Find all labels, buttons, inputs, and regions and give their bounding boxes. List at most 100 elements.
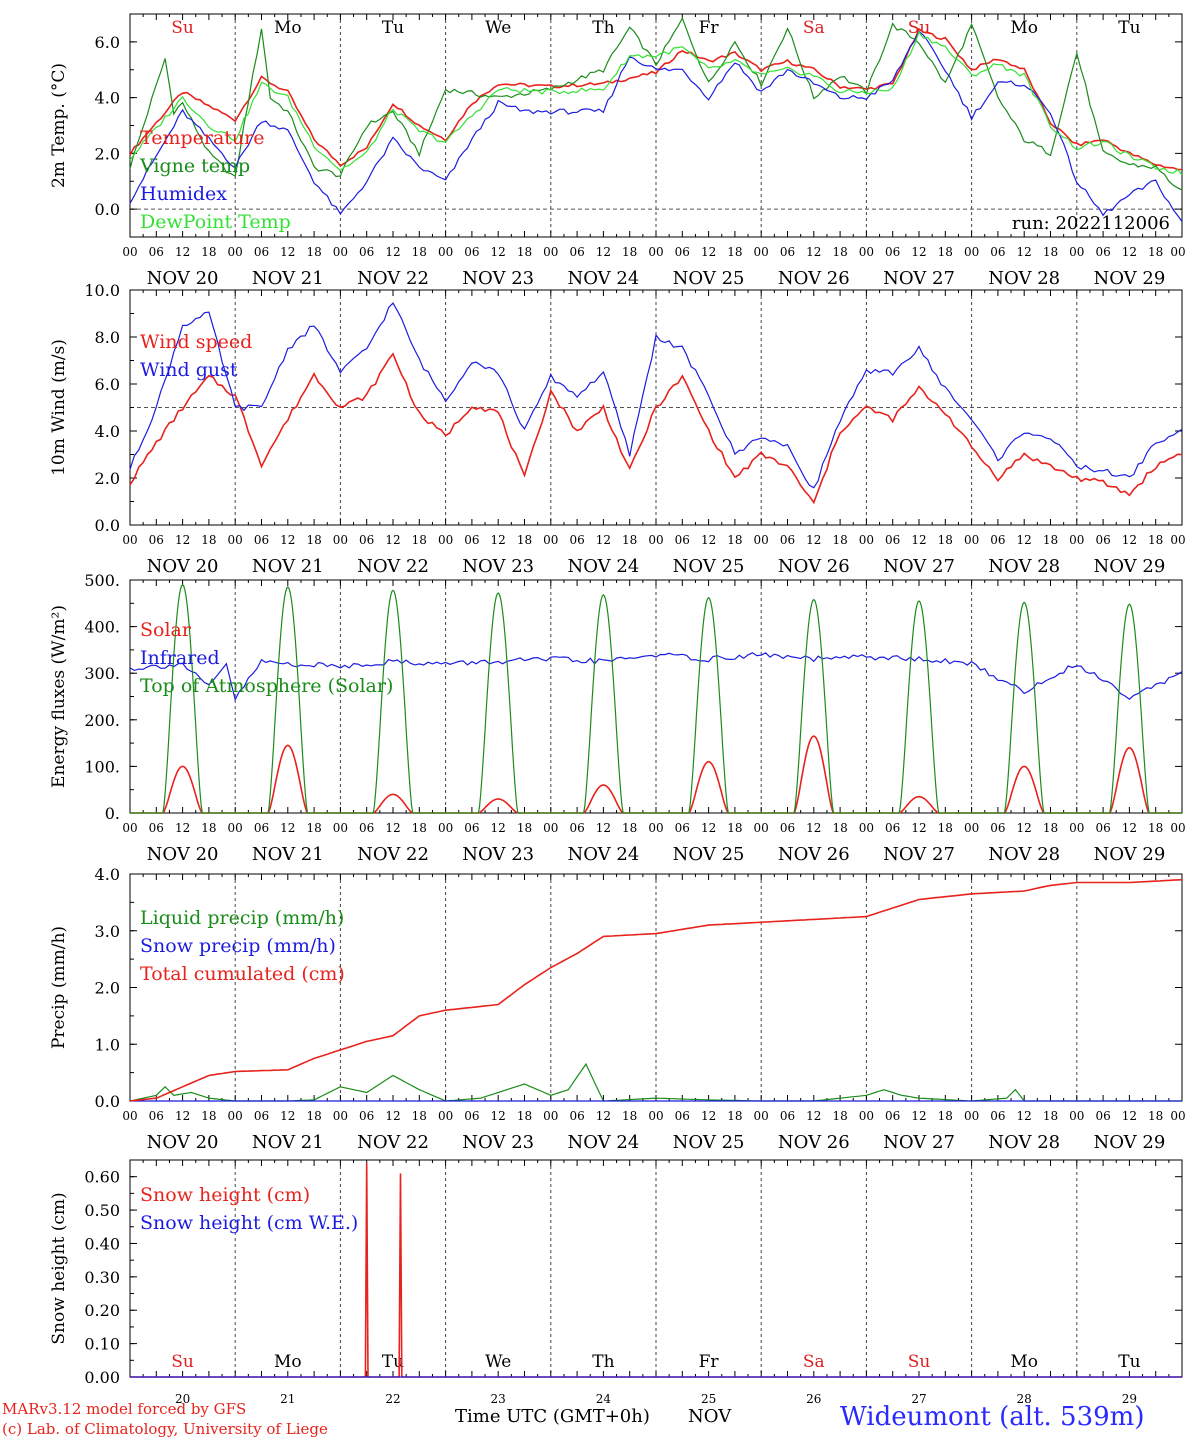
x-axis-label: Time UTC (GMT+0h) (455, 1406, 650, 1427)
date-label: NOV 21 (252, 268, 324, 289)
date-label: NOV 25 (673, 1132, 745, 1153)
date-label: NOV 26 (778, 844, 850, 865)
hour-tick-label: 12 (491, 1109, 506, 1123)
hour-tick-label: 12 (175, 821, 190, 835)
hour-tick-label: 18 (938, 821, 953, 835)
chart-panel-1: 0.0 2.0 4.0 6.0 2m Temp. (°C) 00 06 12 18 NOV 20 0… (49, 13, 1186, 289)
date-label: NOV 28 (988, 844, 1060, 865)
series-line-liquid-precip-mm-h- (129, 1062, 1182, 1102)
hour-tick-label: 18 (1148, 1109, 1163, 1123)
y-tick-label: 4.0 (95, 89, 120, 108)
hour-tick-label: 12 (911, 821, 926, 835)
hour-tick-label: 06 (149, 1109, 164, 1123)
hour-tick-label: 12 (806, 821, 821, 835)
hour-tick-label: 12 (1017, 533, 1032, 547)
hour-tick-label: 18 (517, 533, 532, 547)
hour-tick-label: 18 (727, 533, 742, 547)
day-number-label: 27 (911, 1392, 926, 1406)
legend-entry: Snow height (cm W.E.) (140, 1212, 358, 1234)
date-label: NOV 24 (567, 268, 639, 289)
date-label: NOV 26 (778, 1132, 850, 1153)
hour-tick-label: 12 (1122, 821, 1137, 835)
date-label: NOV 28 (988, 1132, 1060, 1153)
hour-tick-label: 18 (412, 821, 427, 835)
hour-tick-label: 18 (517, 821, 532, 835)
series-line-dewpoint-temp (129, 30, 1183, 176)
y-tick-label: 200. (84, 711, 120, 730)
hour-tick-label: 00 (648, 245, 663, 259)
hour-tick-label: 00 (543, 245, 558, 259)
y-tick-label: 8.0 (95, 328, 120, 347)
hour-tick-label: 06 (1095, 821, 1110, 835)
hour-tick-label: 18 (832, 1109, 847, 1123)
y-tick-label: 0.60 (84, 1168, 120, 1187)
hour-tick-label: 18 (201, 1109, 216, 1123)
hour-tick-label: 12 (175, 1109, 190, 1123)
hour-tick-label: 00 (1069, 533, 1084, 547)
legend-entry: Wind speed (140, 331, 252, 353)
hour-tick-label: 00 (1170, 821, 1185, 835)
y-tick-label: 2.0 (95, 469, 120, 488)
hour-tick-label: 06 (675, 821, 690, 835)
hour-tick-label: 00 (543, 1109, 558, 1123)
hour-tick-label: 06 (569, 245, 584, 259)
hour-tick-label: 06 (254, 533, 269, 547)
hour-tick-label: 12 (701, 245, 716, 259)
hour-tick-label: 12 (911, 245, 926, 259)
hour-tick-label: 12 (1017, 245, 1032, 259)
day-name-label: Tu (382, 18, 404, 38)
series-line-vigne-temp (129, 16, 1183, 191)
day-name-label: Mo (274, 18, 302, 38)
hour-tick-label: 18 (622, 821, 637, 835)
date-label: NOV 27 (883, 1132, 955, 1153)
y-tick-label: 0.10 (84, 1335, 120, 1354)
day-number-label: 20 (175, 1392, 190, 1406)
y-tick-label: 0.0 (95, 516, 120, 535)
day-name-label: Mo (1010, 1352, 1038, 1372)
hour-tick-label: 06 (990, 1109, 1005, 1123)
y-tick-label: 500. (84, 571, 120, 590)
hour-tick-label: 12 (1122, 533, 1137, 547)
hour-tick-label: 06 (359, 533, 374, 547)
hour-tick-label: 06 (675, 1109, 690, 1123)
hour-tick-label: 12 (596, 821, 611, 835)
hour-tick-label: 18 (832, 533, 847, 547)
hour-tick-label: 00 (754, 1109, 769, 1123)
date-label: NOV 28 (988, 556, 1060, 577)
date-label: NOV 20 (147, 844, 219, 865)
hour-tick-label: 12 (280, 821, 295, 835)
day-number-label: 23 (491, 1392, 506, 1406)
hour-tick-label: 18 (938, 245, 953, 259)
hour-tick-label: 18 (201, 533, 216, 547)
date-label: NOV 28 (988, 268, 1060, 289)
chart-panel-4: 0.0 1.0 2.0 3.0 4.0 Precip (mm/h) 00 06 12 18 NOV … (49, 865, 1186, 1153)
chart-panel-5: 0.00 0.10 0.20 0.30 0.40 0.50 0.60 Snow height … (49, 1159, 1183, 1406)
hour-tick-label: 06 (569, 821, 584, 835)
legend-entry: Vigne temp (139, 155, 250, 177)
hour-tick-label: 18 (412, 245, 427, 259)
hour-tick-label: 00 (859, 533, 874, 547)
hour-tick-label: 06 (149, 245, 164, 259)
hour-tick-label: 00 (648, 821, 663, 835)
date-label: NOV 26 (778, 268, 850, 289)
legend-entry: Temperature (140, 127, 264, 149)
lab-credit: (c) Lab. of Climatology, University of L… (2, 1420, 328, 1438)
hour-tick-label: 06 (885, 533, 900, 547)
date-label: NOV 25 (673, 268, 745, 289)
hour-tick-label: 12 (385, 245, 400, 259)
day-number-label: 22 (385, 1392, 400, 1406)
hour-tick-label: 06 (359, 821, 374, 835)
y-tick-label: 100. (84, 757, 120, 776)
day-name-label: We (485, 18, 511, 38)
hour-tick-label: 00 (228, 245, 243, 259)
hour-tick-label: 06 (254, 245, 269, 259)
day-name-label: Th (592, 18, 614, 38)
hour-tick-label: 00 (543, 533, 558, 547)
hour-tick-label: 18 (727, 821, 742, 835)
date-label: NOV 23 (462, 556, 534, 577)
date-label: NOV 24 (567, 556, 639, 577)
hour-tick-label: 12 (1017, 821, 1032, 835)
series-line-wind-speed (129, 352, 1183, 505)
hour-tick-label: 12 (806, 245, 821, 259)
date-label: NOV 22 (357, 556, 429, 577)
